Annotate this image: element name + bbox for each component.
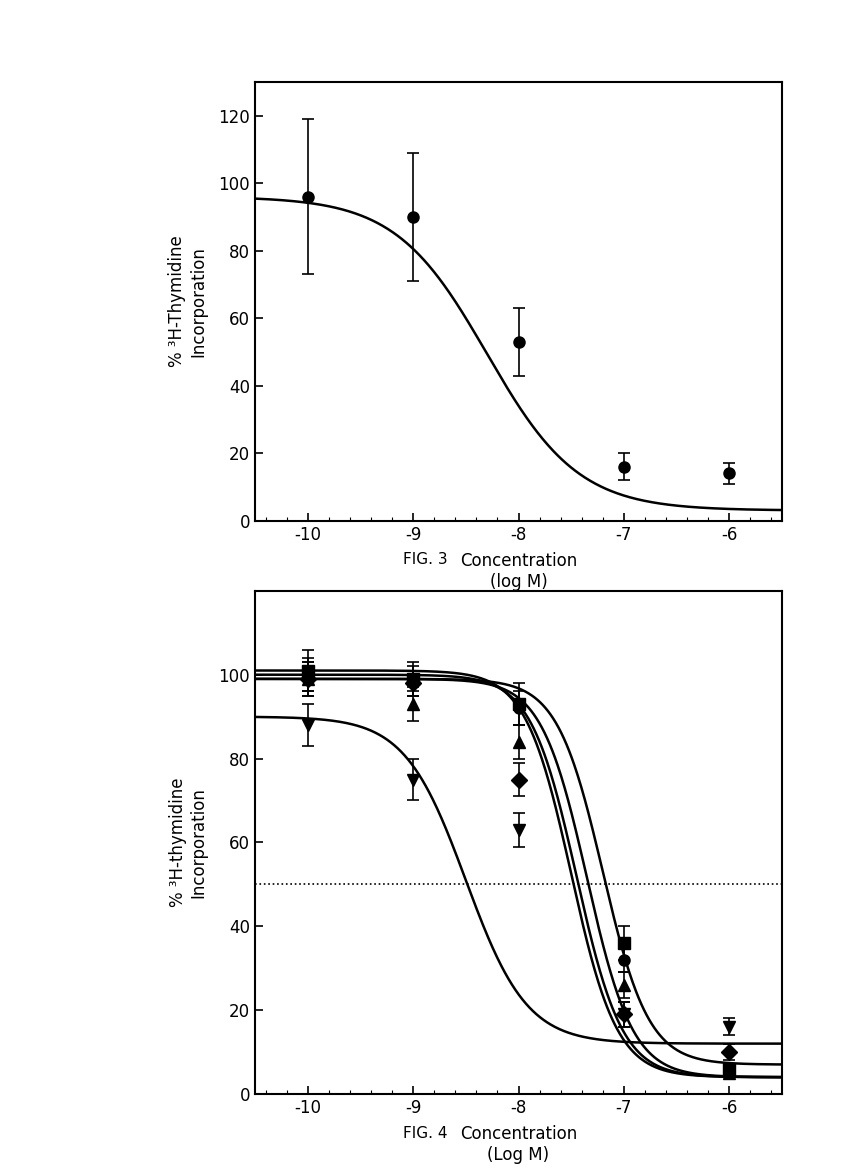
X-axis label: Concentration
(log M): Concentration (log M) <box>460 552 577 591</box>
Text: FIG. 3: FIG. 3 <box>403 552 447 567</box>
X-axis label: Concentration
(Log M): Concentration (Log M) <box>460 1126 577 1164</box>
Y-axis label: % ³H-Thymidine
Incorporation: % ³H-Thymidine Incorporation <box>168 235 207 367</box>
Text: FIG. 4: FIG. 4 <box>403 1126 447 1141</box>
Y-axis label: % ³H-thymidine
Incorporation: % ³H-thymidine Incorporation <box>168 778 207 907</box>
